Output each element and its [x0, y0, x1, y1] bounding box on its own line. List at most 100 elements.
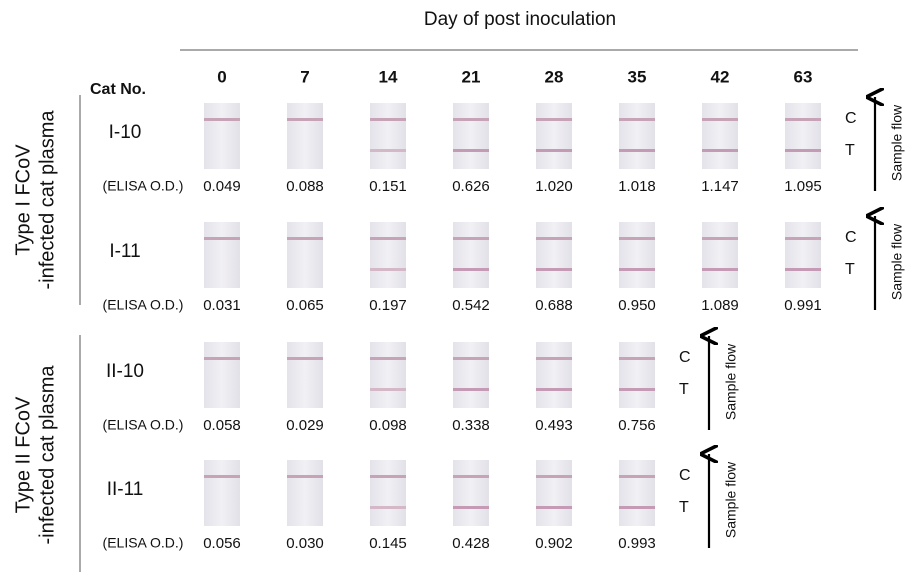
test-line: [453, 149, 489, 152]
test-strip: [785, 103, 821, 169]
test-strip: [453, 342, 489, 408]
test-line: [453, 268, 489, 271]
test-line: [619, 268, 655, 271]
od-value: 0.030: [286, 535, 324, 552]
od-value: 0.029: [286, 417, 324, 434]
measure-label: (ELISA O.D.): [103, 178, 184, 194]
control-line: [453, 118, 489, 121]
header-title: Day of post inoculation: [424, 9, 616, 30]
test-strip: [619, 222, 655, 288]
flow-label: Sample flow: [889, 223, 905, 300]
od-value: 0.950: [618, 297, 656, 314]
test-strip: [536, 460, 572, 526]
test-strip: [204, 222, 240, 288]
cat-id: I-10: [109, 122, 142, 143]
control-line: [453, 237, 489, 240]
control-line: [619, 357, 655, 360]
day-label: 28: [545, 67, 564, 86]
group-label: -infected cat plasma: [36, 365, 58, 545]
measure-label: (ELISA O.D.): [103, 417, 184, 433]
control-line: [287, 118, 323, 121]
flow-label: Sample flow: [723, 343, 739, 420]
test-line: [370, 149, 406, 152]
measure-label: (ELISA O.D.): [103, 535, 184, 551]
control-line: [536, 475, 572, 478]
od-value: 0.542: [452, 297, 490, 314]
control-line: [453, 357, 489, 360]
test-line: [370, 388, 406, 391]
control-line: [619, 118, 655, 121]
test-line: [702, 149, 738, 152]
test-strip: [287, 222, 323, 288]
control-line: [785, 118, 821, 121]
od-value: 1.095: [784, 178, 822, 195]
test-strip: [204, 103, 240, 169]
test-strip: [619, 460, 655, 526]
test-strip: [702, 103, 738, 169]
control-line: [453, 475, 489, 478]
od-value: 1.147: [701, 178, 739, 195]
od-value: 0.493: [535, 417, 573, 434]
control-label: C: [845, 229, 857, 246]
test-strip: [785, 222, 821, 288]
test-strip: [204, 460, 240, 526]
test-strip: [287, 342, 323, 408]
group-label: Type I FCoV: [12, 144, 34, 256]
group-label: -infected cat plasma: [36, 110, 58, 290]
test-line: [370, 506, 406, 509]
control-line: [287, 357, 323, 360]
day-label: 14: [379, 67, 398, 86]
test-line: [619, 149, 655, 152]
test-strip: [453, 103, 489, 169]
test-strip: [287, 460, 323, 526]
od-value: 1.020: [535, 178, 573, 195]
test-label: T: [679, 381, 689, 398]
control-line: [536, 357, 572, 360]
cat-id: II-11: [107, 479, 144, 500]
od-value: 0.902: [535, 535, 573, 552]
test-strip: [370, 103, 406, 169]
test-line: [453, 506, 489, 509]
cat-id: II-10: [106, 361, 144, 382]
control-label: C: [679, 467, 691, 484]
control-line: [204, 118, 240, 121]
test-line: [619, 388, 655, 391]
control-line: [287, 475, 323, 478]
test-line: [785, 149, 821, 152]
test-strip: [453, 460, 489, 526]
od-value: 0.145: [369, 535, 407, 552]
control-line: [702, 118, 738, 121]
control-line: [204, 237, 240, 240]
test-strip: [619, 342, 655, 408]
day-label: 0: [217, 67, 226, 86]
day-label: 35: [628, 67, 647, 86]
control-line: [619, 237, 655, 240]
od-value: 0.993: [618, 535, 656, 552]
od-value: 0.688: [535, 297, 573, 314]
control-line: [370, 237, 406, 240]
od-value: 0.197: [369, 297, 407, 314]
test-strip: [536, 342, 572, 408]
flow-label: Sample flow: [723, 461, 739, 538]
test-strip: [370, 460, 406, 526]
test-line: [370, 268, 406, 271]
flow-label: Sample flow: [889, 104, 905, 181]
od-value: 0.098: [369, 417, 407, 434]
od-value: 0.049: [203, 178, 241, 195]
od-value: 0.626: [452, 178, 490, 195]
test-label: T: [845, 142, 855, 159]
od-value: 0.991: [784, 297, 822, 314]
control-line: [204, 475, 240, 478]
od-value: 0.031: [203, 297, 241, 314]
od-value: 1.089: [701, 297, 739, 314]
od-value: 0.058: [203, 417, 241, 434]
test-line: [702, 268, 738, 271]
test-line: [536, 388, 572, 391]
day-label: 21: [462, 67, 481, 86]
od-value: 0.428: [452, 535, 490, 552]
test-strip: [619, 103, 655, 169]
od-value: 0.338: [452, 417, 490, 434]
test-strip: [536, 103, 572, 169]
day-label: 42: [711, 67, 730, 86]
